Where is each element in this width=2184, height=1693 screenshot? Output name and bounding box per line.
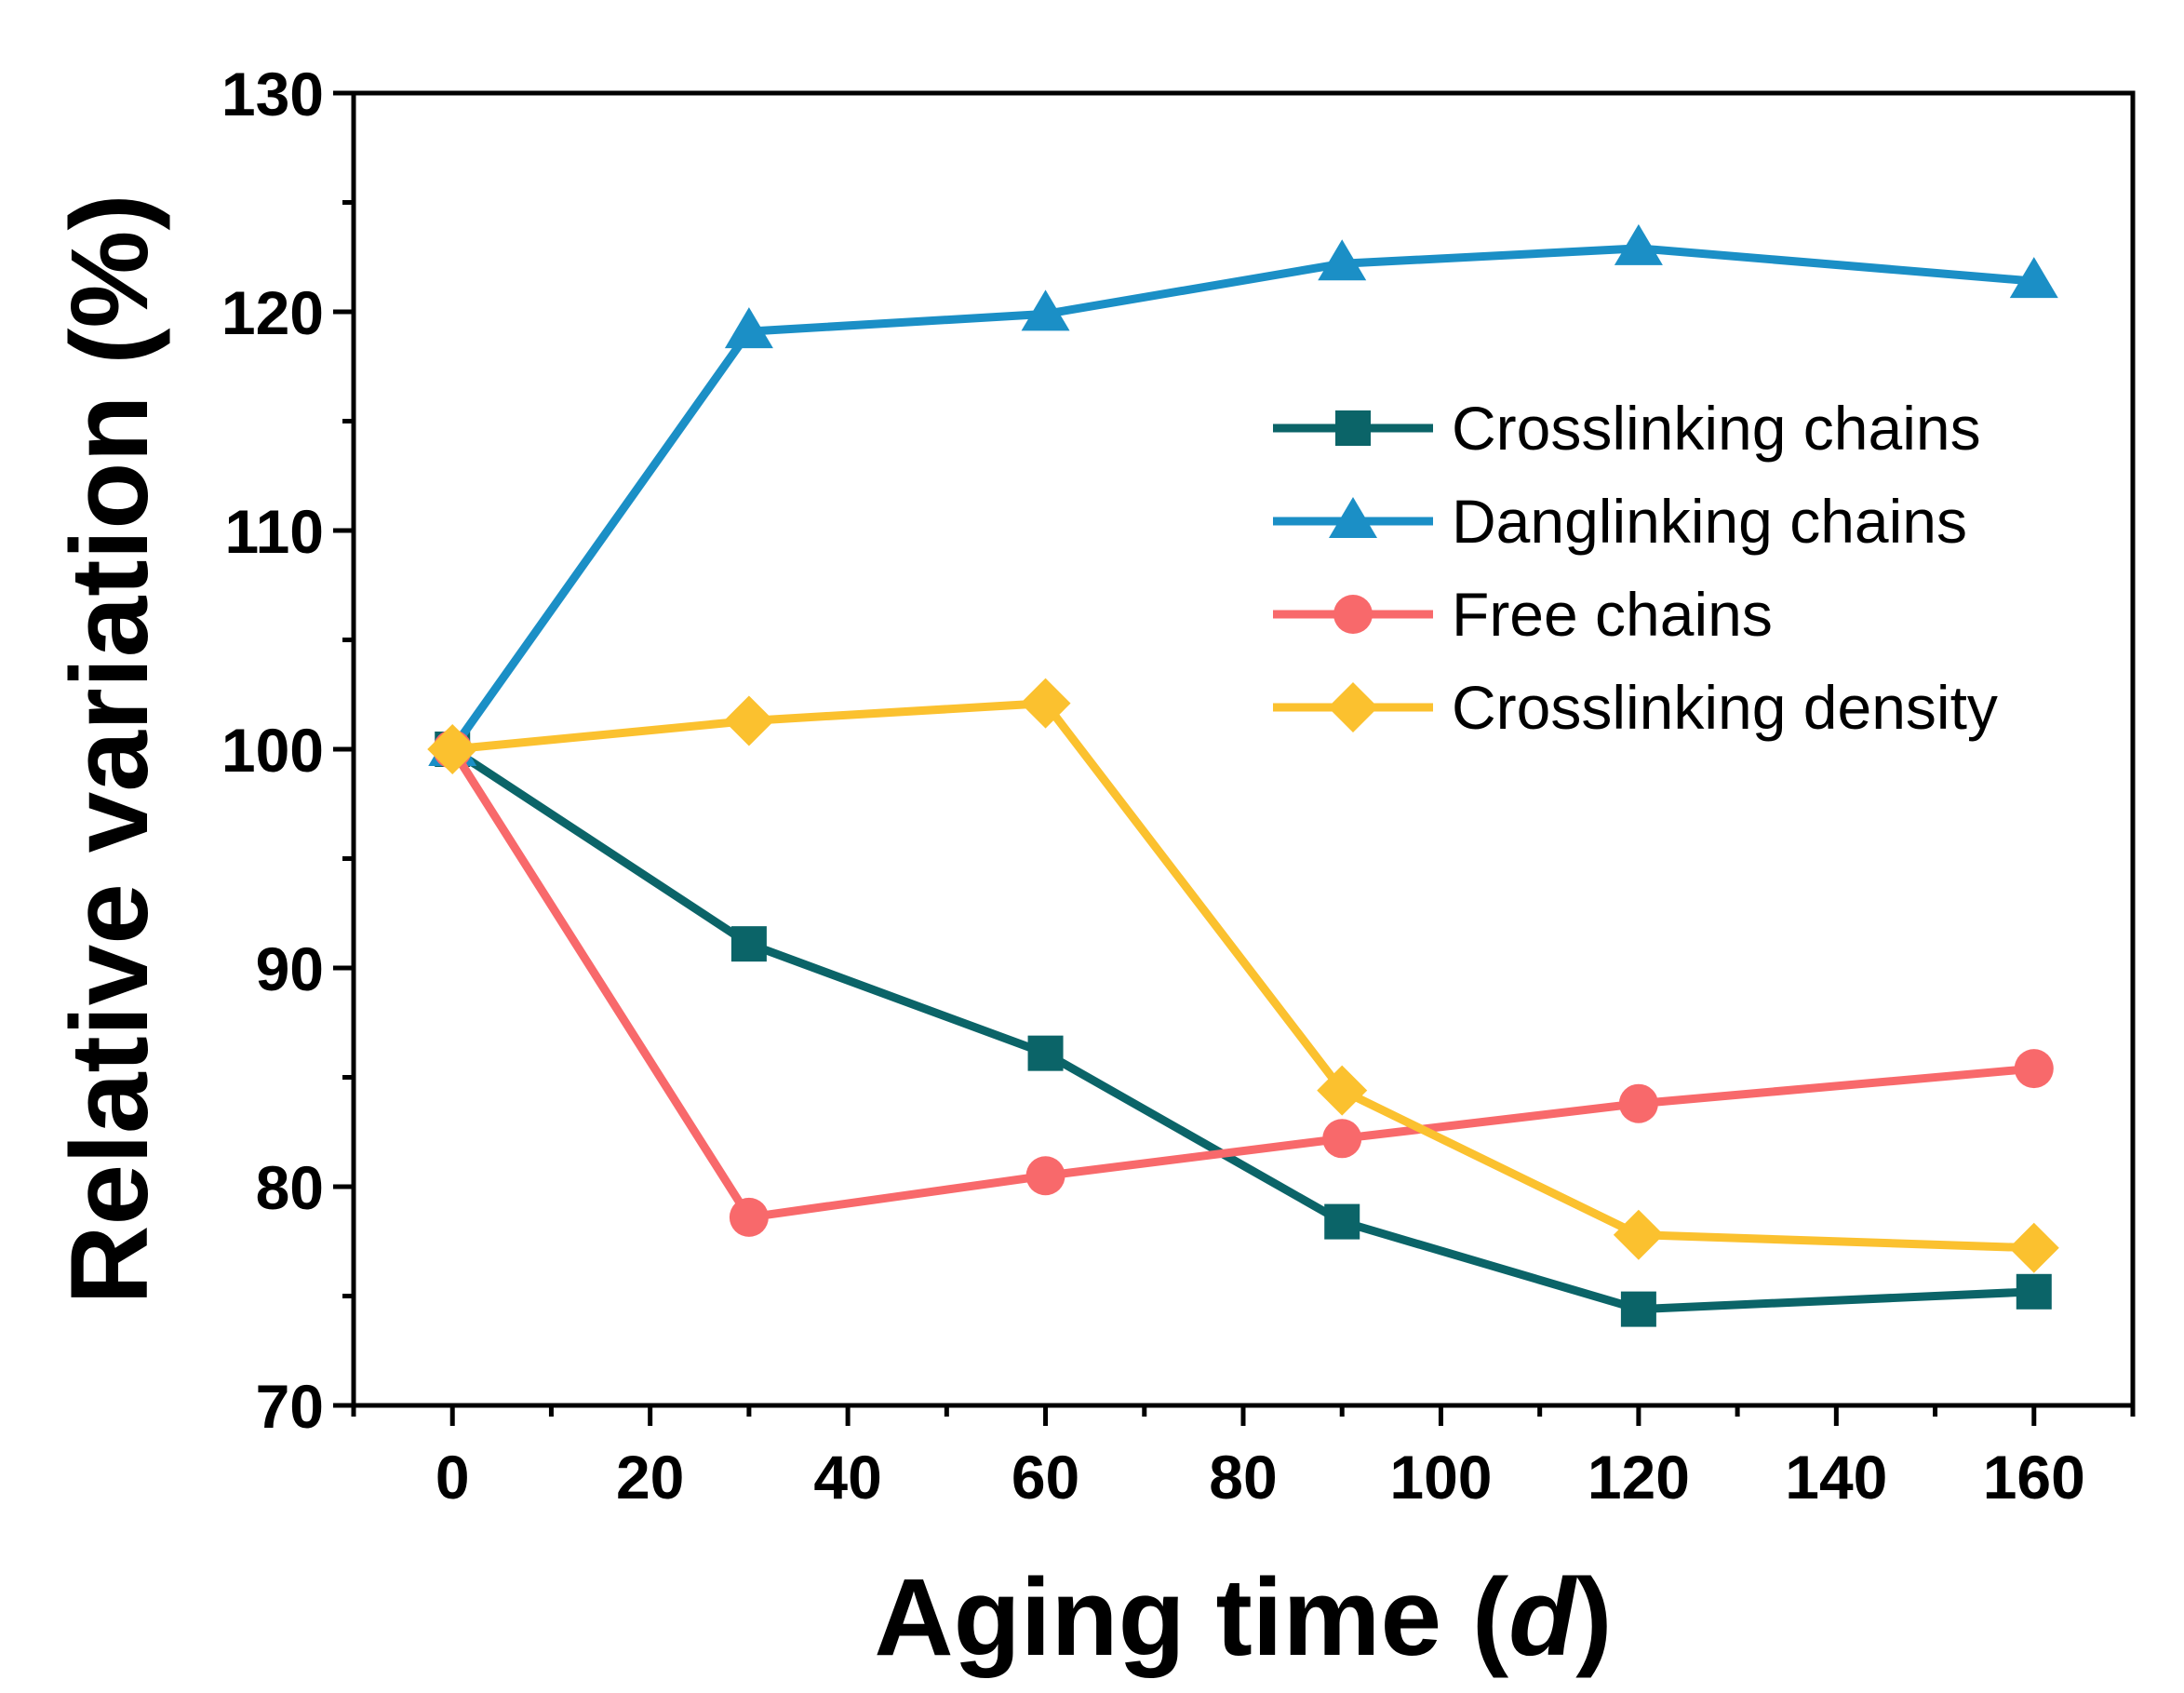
data-point [1027,1035,1064,1071]
x-axis-title-label: Aging time [874,1556,1441,1679]
x-tick-label: 120 [1588,1443,1690,1512]
series-line [449,244,2035,752]
plot-frame [351,90,2136,1408]
data-point [1020,678,1071,729]
data-point [1620,1291,1656,1327]
data-point [2008,1222,2059,1273]
series-crosslinking-density [427,678,2059,1273]
y-tick-label: 70 [256,1372,324,1441]
data-point [729,1197,769,1237]
data-point [2009,257,2058,299]
data-point [730,926,767,962]
y-tick-label: 110 [225,497,324,566]
data-point [1021,289,1070,331]
series-line [451,699,2034,1253]
x-axis-title: Aging time (d) [874,1556,1612,1679]
y-axis-ticks: 70 80 90 100 110 120 130 [221,60,354,1441]
legend-marker [1328,682,1378,732]
legend-item: Free chains [1273,580,1773,649]
data-point [1318,239,1367,281]
y-axis-title: Relative variation (%) [48,194,171,1304]
x-tick-label: 80 [1209,1443,1277,1512]
legend-label: Crosslinking density [1452,673,1998,742]
legend-item: Danglinking chains [1273,487,1967,556]
x-tick-label: 40 [813,1443,881,1512]
data-point [1322,1119,1362,1159]
legend-item: Crosslinking chains [1273,394,1981,463]
series-line [449,746,2034,1314]
legend-label: Free chains [1452,580,1773,649]
legend-marker [1329,497,1377,538]
series-free-chains [433,730,2054,1237]
legend: Crosslinking chains Danglinking chains Fre… [1273,394,1998,742]
data-point [1618,1083,1658,1123]
y-tick-label: 130 [221,60,324,128]
y-tick-label: 90 [256,934,324,1003]
y-tick-label: 100 [221,716,324,785]
data-point [723,695,774,746]
x-axis-ticks: 0 20 40 60 80 100 120 140 160 [351,1405,2136,1512]
data-point [1317,1065,1368,1116]
data-point [427,724,478,774]
legend-label: Crosslinking chains [1452,394,1981,463]
x-tick-label: 20 [616,1443,684,1512]
y-tick-label: 80 [256,1153,324,1222]
x-tick-label: 60 [1012,1443,1079,1512]
x-tick-label: 140 [1785,1443,1887,1512]
data-point [1324,1203,1360,1240]
legend-marker [1333,595,1373,634]
x-tick-label: 0 [435,1443,470,1512]
legend-marker [1335,410,1371,446]
x-tick-label: 100 [1389,1443,1492,1512]
data-point [2016,1273,2052,1310]
legend-label: Danglinking chains [1452,487,1967,556]
x-axis-title-unit: d [1508,1556,1578,1679]
data-point [724,307,773,349]
legend-item: Crosslinking density [1273,673,1998,742]
data-point [2014,1049,2054,1089]
series-crosslinking-chains [435,732,2052,1327]
y-tick-label: 120 [221,278,324,347]
data-point [1025,1156,1065,1196]
series-line [449,746,2035,1222]
data-point [1614,223,1663,265]
series-layer [427,223,2059,1327]
x-tick-label: 160 [1983,1443,2085,1512]
data-point [1613,1209,1664,1260]
